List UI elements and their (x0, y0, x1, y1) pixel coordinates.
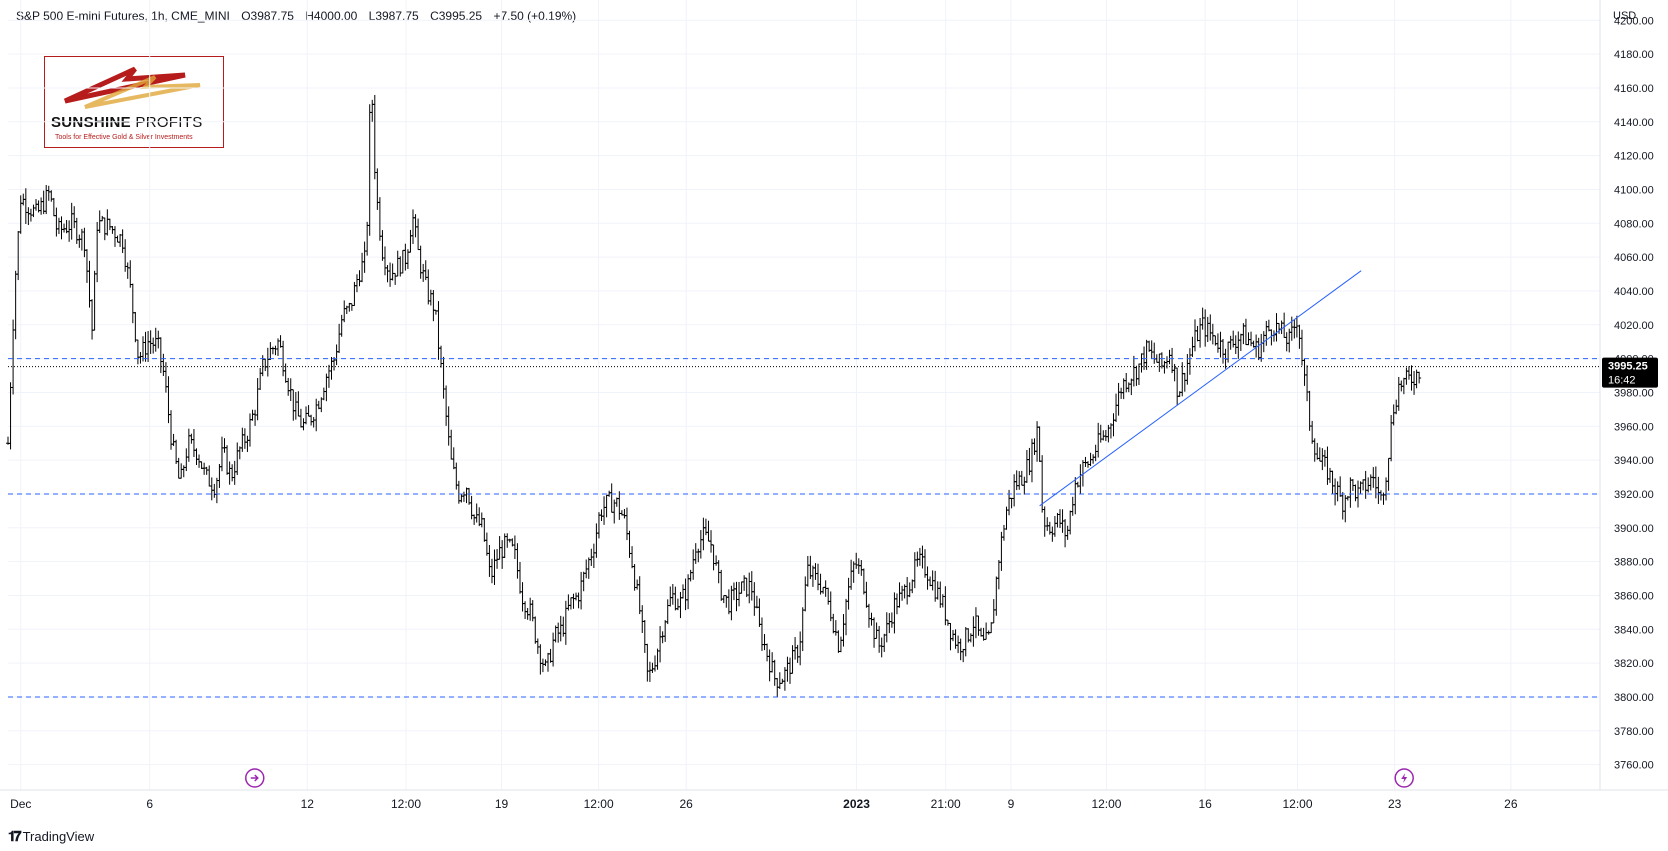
y-tick-label: 4020.00 (1614, 320, 1654, 332)
y-tick-label: 4180.00 (1614, 49, 1654, 61)
x-tick-label: 21:00 (931, 797, 961, 811)
tradingview-brand: TradingView (22, 829, 95, 844)
forward-arrow-glyph (250, 774, 259, 782)
lightning-glyph (1401, 773, 1408, 783)
logo-name-thin: PROFITS (135, 114, 203, 131)
y-tick-label: 3760.00 (1614, 760, 1654, 772)
y-tick-label: 4100.00 (1614, 184, 1654, 196)
tradingview-logo-icon: 𝟏𝟕 (8, 828, 22, 844)
logo-tagline: Tools for Effective Gold & Silver Invest… (55, 134, 193, 141)
y-tick-label: 3800.00 (1614, 692, 1654, 704)
logo-flame-red (63, 66, 186, 104)
x-tick-label: 2023 (843, 797, 870, 811)
y-tick-label: 3840.00 (1614, 624, 1654, 636)
y-tick-label: 3940.00 (1614, 455, 1654, 467)
x-tick-label: 9 (1008, 797, 1015, 811)
last-price-label-bg (1602, 357, 1658, 388)
x-tick-label: 6 (146, 797, 153, 811)
ohlc-high: H4000.00 (305, 9, 358, 23)
x-tick-label: 16 (1199, 797, 1213, 811)
x-tick-label: 26 (680, 797, 694, 811)
y-tick-label: 3780.00 (1614, 726, 1654, 738)
trendline (1039, 270, 1362, 507)
logo-name-bold: SUNSHINE (51, 114, 131, 131)
y-tick-label: 3860.00 (1614, 590, 1654, 602)
x-tick-label: 19 (495, 797, 509, 811)
y-tick-label: 4080.00 (1614, 218, 1654, 230)
lightning-circle-icon (1394, 768, 1414, 788)
currency-label: USD (1613, 10, 1636, 22)
sunshine-profits-logo: SUNSHINE PROFITS Tools for Effective Gol… (44, 56, 224, 148)
x-tick-label: 12:00 (584, 797, 614, 811)
y-tick-label: 3920.00 (1614, 489, 1654, 501)
x-tick-label: 26 (1504, 797, 1518, 811)
y-tick-label: 4000.00 (1614, 354, 1654, 366)
logo-emblem-icon (63, 66, 201, 109)
y-tick-label: 4060.00 (1614, 252, 1654, 264)
countdown-label: 16:42 (1608, 375, 1636, 387)
logo-flame-gold (84, 75, 201, 109)
ohlc-open: O3987.75 (241, 9, 294, 23)
y-tick-label: 4200.00 (1614, 15, 1654, 27)
y-tick-label: 3900.00 (1614, 523, 1654, 535)
y-tick-label: 4040.00 (1614, 286, 1654, 298)
symbol-title: S&P 500 E-mini Futures, 1h, CME_MINI (16, 9, 230, 23)
x-tick-label: 23 (1388, 797, 1402, 811)
y-tick-label: 4160.00 (1614, 83, 1654, 95)
logo-name: SUNSHINE PROFITS (51, 114, 203, 131)
ohlc-close: C3995.25 (430, 9, 483, 23)
y-tick-label: 3820.00 (1614, 658, 1654, 670)
y-tick-label: 3980.00 (1614, 387, 1654, 399)
chart-header: S&P 500 E-mini Futures, 1h, CME_MINI O39… (16, 9, 584, 23)
ohlc-change: +7.50 (+0.19%) (493, 9, 577, 23)
x-tick-label: 12 (301, 797, 315, 811)
y-tick-label: 4140.00 (1614, 117, 1654, 129)
ohlc-low: L3987.75 (368, 9, 419, 23)
y-tick-label: 3880.00 (1614, 557, 1654, 569)
last-price-label: 3995.25 (1608, 361, 1648, 373)
x-tick-label: 12:00 (391, 797, 421, 811)
y-tick-label: 3960.00 (1614, 421, 1654, 433)
x-tick-label: Dec (10, 797, 31, 811)
x-tick-label: 12:00 (1091, 797, 1121, 811)
x-tick-label: 12:00 (1283, 797, 1313, 811)
y-tick-label: 4120.00 (1614, 151, 1654, 163)
tradingview-footer[interactable]: 𝟏𝟕 TradingView (8, 828, 94, 845)
forward-circle-icon (245, 768, 265, 788)
